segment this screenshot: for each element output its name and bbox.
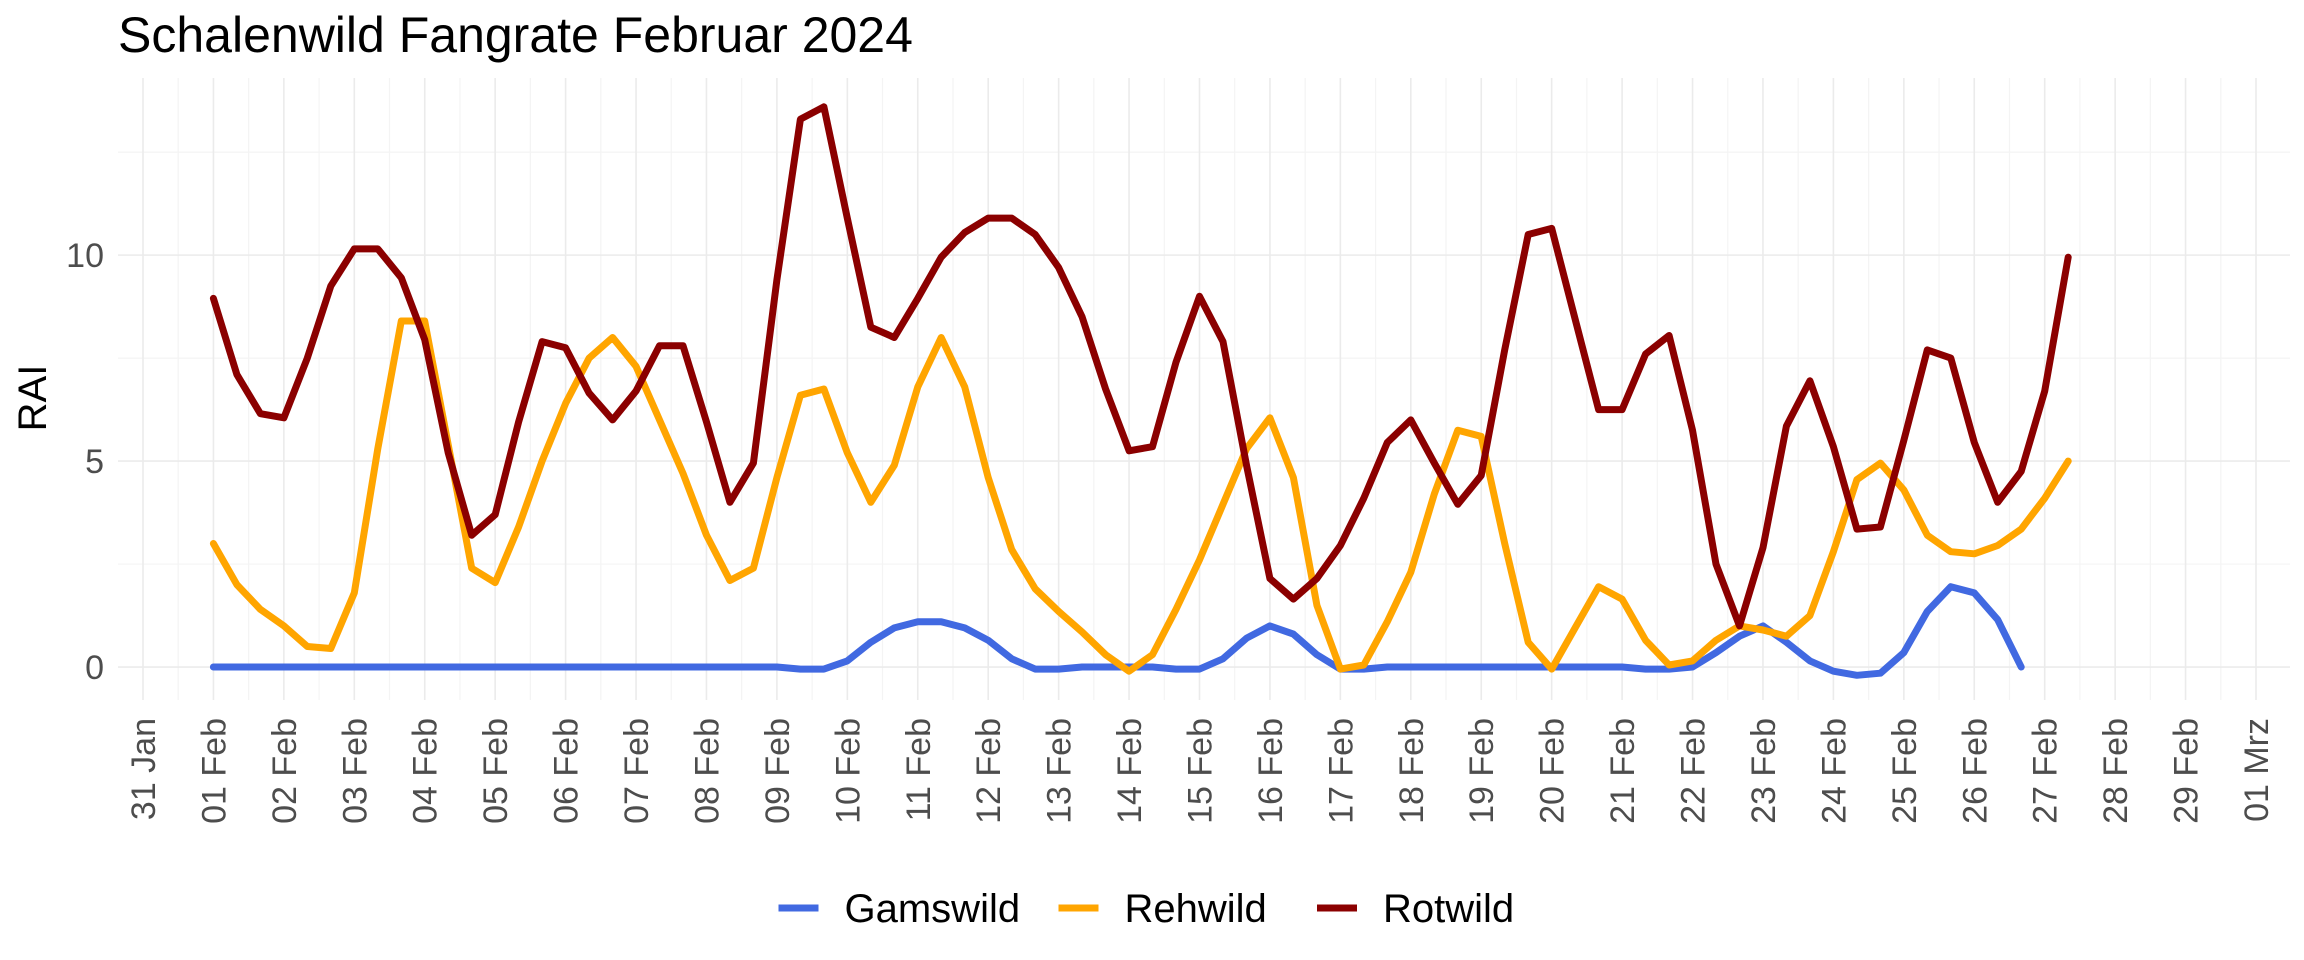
x-tick-label: 28 Feb [2097,718,2135,824]
legend-label-rotwild: Rotwild [1383,887,1514,931]
y-tick-label: 5 [85,443,104,481]
x-tick-label: 04 Feb [407,718,445,824]
x-tick-label: 03 Feb [336,718,374,824]
x-tick-label: 26 Feb [1956,718,1994,824]
y-tick-label: 0 [85,649,104,687]
x-tick-label: 07 Feb [618,718,656,824]
chart-title: Schalenwild Fangrate Februar 2024 [118,7,913,63]
x-tick-label: 19 Feb [1463,718,1501,824]
x-tick-label: 01 Feb [195,718,233,824]
x-tick-label: 06 Feb [548,718,586,824]
x-tick-label: 10 Feb [829,718,867,824]
x-tick-label: 12 Feb [970,718,1008,824]
x-tick-label: 23 Feb [1745,718,1783,824]
x-tick-label: 21 Feb [1604,718,1642,824]
series-line-rotwild [209,103,2072,630]
x-tick-label: 20 Feb [1534,718,1572,824]
x-tick-label: 11 Feb [900,718,938,821]
y-axis-ticks: 0 5 10 [66,237,104,687]
x-tick-label: 05 Feb [477,718,515,824]
x-tick-label: 22 Feb [1675,718,1713,824]
plot-grid [118,78,2290,700]
x-tick-label: 01 Mrz [2238,718,2276,822]
x-tick-label: 18 Feb [1393,718,1431,824]
x-tick-label: 16 Feb [1252,718,1290,824]
x-tick-label: 31 Jan [125,718,163,820]
x-tick-label: 17 Feb [1322,718,1360,824]
x-tick-label: 02 Feb [266,718,304,824]
x-tick-label: 14 Feb [1111,718,1149,824]
x-tick-label: 24 Feb [1815,718,1853,824]
x-tick-label: 08 Feb [688,718,726,824]
x-tick-label: 13 Feb [1041,718,1079,824]
legend: Gamswild Rehwild Rotwild [778,887,1514,931]
x-axis-ticks: 31 Jan 01 Feb 02 Feb 03 Feb 04 Feb 05 Feb 06 F… [125,718,2276,824]
series-line-rehwild [209,317,2072,675]
x-tick-label: 25 Feb [1886,718,1924,824]
y-axis-label: RAI [11,365,55,432]
series-lines [209,103,2072,679]
x-tick-label: 09 Feb [759,718,797,824]
x-tick-label: 29 Feb [2168,718,2206,824]
x-tick-label: 15 Feb [1182,718,1220,824]
legend-label-rehwild: Rehwild [1125,887,1267,931]
x-tick-label: 27 Feb [2027,718,2065,824]
legend-label-gamswild: Gamswild [845,887,1021,931]
y-tick-label: 10 [66,237,104,275]
